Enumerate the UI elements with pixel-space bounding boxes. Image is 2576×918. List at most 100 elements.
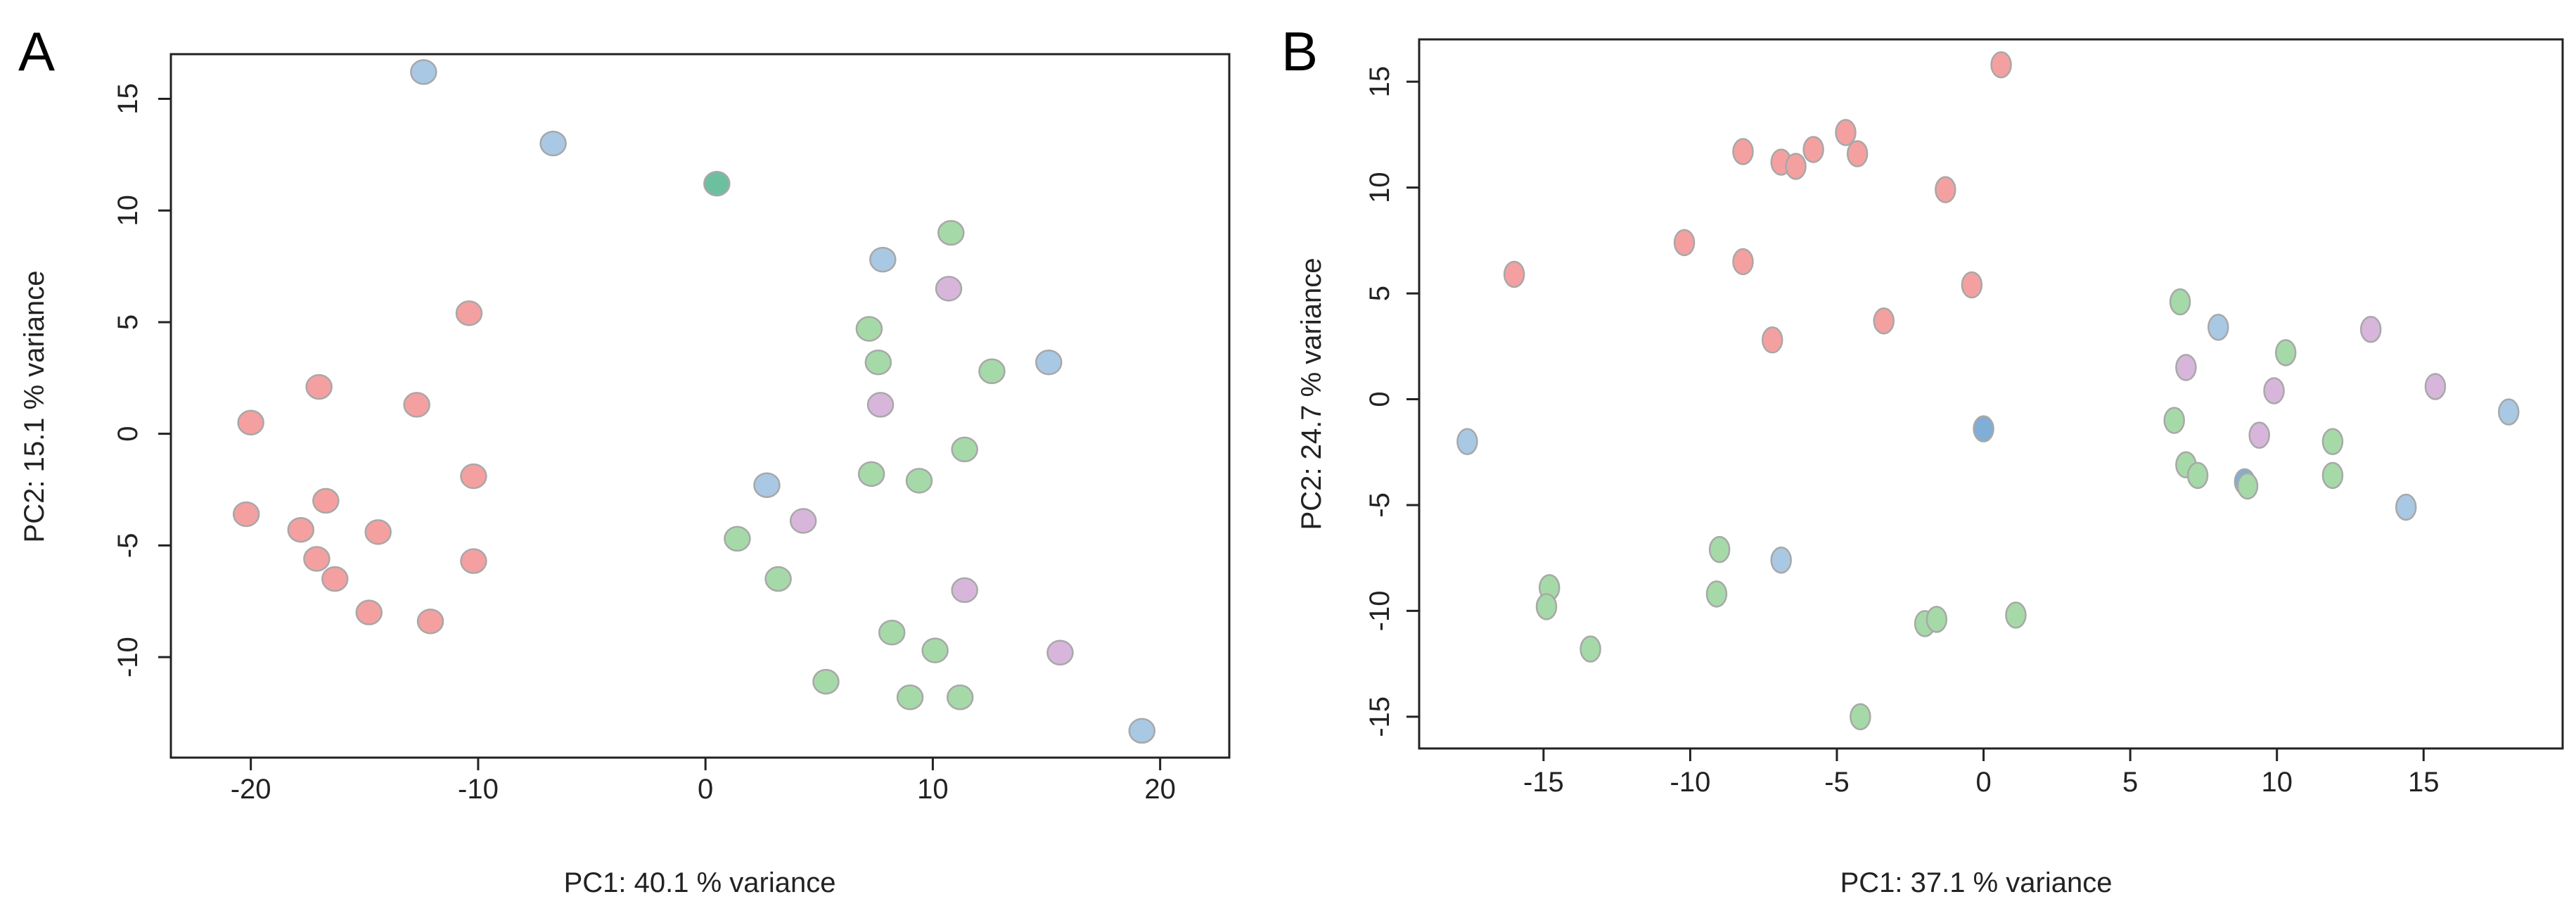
data-point-green [1708, 535, 1731, 563]
data-point-green [2274, 339, 2297, 366]
data-point-green [2186, 461, 2209, 490]
data-point-red [1935, 176, 1956, 203]
data-point-blue [869, 246, 897, 273]
data-point-green [937, 219, 965, 246]
y-tick-label: 10 [1364, 172, 1395, 203]
y-tick-label: 15 [1364, 66, 1395, 98]
panel-b-y-axis-title: PC2: 24.7 % variance [1296, 258, 1327, 530]
panel-a-points [232, 59, 1156, 744]
data-point-purple [951, 577, 978, 604]
data-point-purple [866, 392, 895, 418]
data-point-red [364, 519, 392, 545]
data-point-green [896, 684, 924, 710]
data-point-green [1535, 593, 1558, 620]
panel-a: A -20 -10 0 10 20 -10 -5 0 5 10 15 PC1: 40.1 % va… [18, 20, 1231, 898]
data-point-red [312, 487, 340, 514]
data-point-blue [1035, 349, 1063, 376]
data-point-blue [1456, 428, 1478, 455]
data-point-red [460, 463, 487, 490]
data-point-purple [1046, 639, 1074, 666]
data-point-red [1732, 248, 1754, 276]
panel-a-x-ticks: -20 -10 0 10 20 [231, 758, 1176, 805]
y-tick-label: -5 [1364, 492, 1395, 518]
panel-a-letter: A [18, 20, 55, 82]
data-point-green [978, 358, 1006, 385]
data-point-green [764, 566, 792, 592]
data-point-teal [703, 170, 731, 197]
data-point-purple [2175, 354, 2197, 381]
data-point-purple [2424, 373, 2447, 400]
data-point-green [812, 668, 840, 695]
data-point-blue [539, 130, 567, 157]
data-point-red [1961, 271, 1983, 299]
panel-a-x-axis-title: PC1: 40.1 % variance [564, 867, 836, 898]
y-tick-label: 5 [113, 314, 143, 330]
y-tick-label: -10 [1364, 591, 1395, 632]
panel-b: B -15 -10 -5 0 5 10 15 -15 -10 -5 0 5 10 15 PC1: 37.… [1281, 20, 2564, 898]
x-tick-label: -5 [1824, 767, 1850, 798]
data-point-green [1925, 606, 1948, 633]
data-point-red [321, 566, 349, 592]
data-point-green [878, 619, 906, 646]
data-point-red [1873, 307, 1895, 335]
data-point-red [416, 608, 444, 635]
data-point-red [305, 374, 333, 400]
data-point-purple [2263, 377, 2285, 404]
y-tick-label: 15 [113, 83, 143, 115]
data-point-red [1835, 119, 1857, 146]
y-tick-label: -10 [113, 637, 143, 677]
data-point-red [1503, 260, 1525, 288]
y-tick-label: -5 [113, 533, 143, 559]
data-point-green [921, 637, 949, 663]
y-tick-label: 5 [1364, 286, 1395, 301]
data-point-blue [2395, 493, 2417, 521]
data-point-green [855, 316, 883, 342]
panel-b-x-ticks: -15 -10 -5 0 5 10 15 [1523, 748, 2440, 798]
data-point-red [1846, 140, 1869, 167]
panel-a-y-ticks: -10 -5 0 5 10 15 [113, 83, 171, 677]
data-point-green [946, 684, 974, 710]
data-point-green [1579, 635, 1601, 663]
data-point-red [460, 548, 487, 574]
x-tick-label: 15 [2408, 767, 2440, 798]
data-point-purple [935, 276, 963, 302]
panel-b-x-axis-title: PC1: 37.1 % variance [1840, 867, 2113, 898]
data-point-green [1705, 580, 1728, 608]
data-point-green [951, 436, 978, 463]
data-point-blue [410, 59, 437, 85]
data-point-red [237, 409, 264, 436]
data-point-green [2321, 461, 2344, 490]
data-point-purple [789, 508, 817, 534]
data-point-red [1990, 51, 2012, 79]
y-tick-label: 0 [1364, 391, 1395, 407]
data-point-green [2163, 407, 2185, 434]
y-tick-label: 10 [113, 195, 143, 227]
x-tick-label: 10 [917, 774, 949, 805]
data-point-red [1673, 229, 1696, 257]
data-point-blue [753, 472, 781, 498]
data-point-green [857, 461, 885, 487]
data-point-red [1732, 138, 1754, 165]
data-point-red [455, 300, 483, 326]
panel-b-plot-frame [1418, 38, 2564, 750]
data-point-green [724, 525, 751, 552]
data-point-blue [1128, 718, 1156, 744]
x-tick-label: 10 [2261, 767, 2293, 798]
data-point-green [2005, 601, 2027, 629]
panel-a-plot-frame [169, 53, 1231, 759]
data-point-purple [2359, 315, 2382, 343]
x-tick-label: -20 [231, 774, 271, 805]
data-point-red [1761, 326, 1783, 354]
data-point-green [2169, 288, 2191, 316]
data-point-green [905, 468, 933, 494]
data-point-red [1802, 136, 1824, 163]
data-point-red [287, 516, 315, 543]
data-point-red [303, 546, 331, 572]
data-point-red [1785, 153, 1807, 180]
data-point-red [232, 501, 260, 528]
y-tick-label: -15 [1364, 696, 1395, 737]
x-tick-label: 20 [1144, 774, 1176, 805]
x-tick-label: -10 [1670, 767, 1711, 798]
data-point-blue [2498, 398, 2520, 426]
